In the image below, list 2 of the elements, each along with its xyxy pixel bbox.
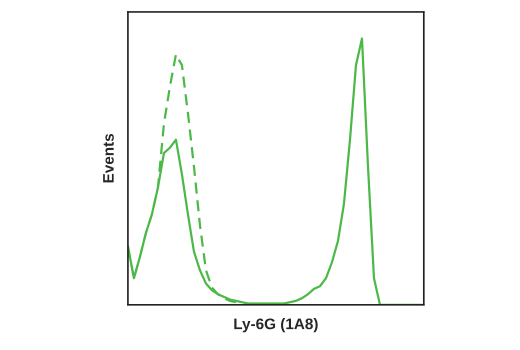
x-axis-title: Ly-6G (1A8): [234, 318, 318, 332]
y-axis-title: Events: [103, 134, 114, 182]
